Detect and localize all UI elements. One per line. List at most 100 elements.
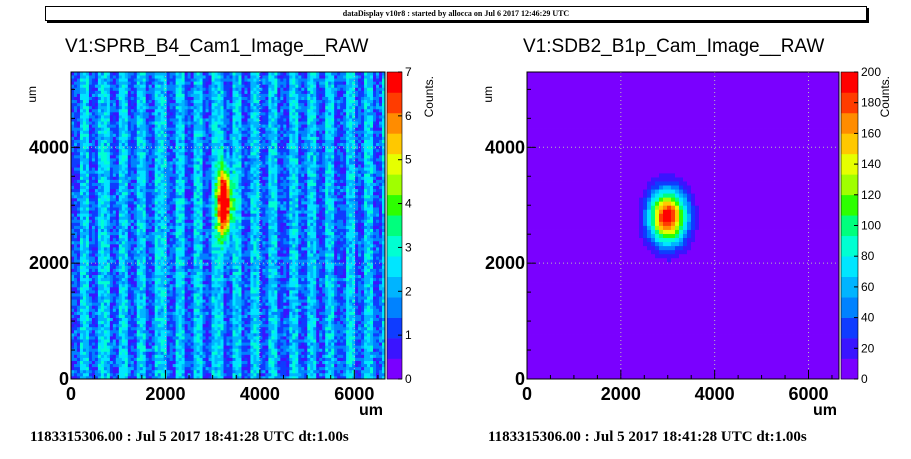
left-heatmap-cell xyxy=(163,121,168,125)
left-heatmap-cell xyxy=(130,231,135,236)
left-heatmap-cell xyxy=(109,90,114,94)
left-heatmap-cell xyxy=(73,216,78,220)
left-heatmap-cell xyxy=(145,194,150,199)
left-heatmap-cell xyxy=(154,375,159,380)
left-heatmap-cell xyxy=(97,133,102,137)
left-heatmap-cell xyxy=(163,332,168,337)
left-heatmap-cell xyxy=(211,246,215,251)
left-heatmap-cell xyxy=(196,314,200,318)
left-heatmap-cell xyxy=(184,225,189,229)
left-heatmap-cell xyxy=(112,164,117,168)
left-heatmap-cell xyxy=(145,259,150,263)
left-heatmap-cell xyxy=(121,348,126,352)
left-heatmap-cell xyxy=(199,256,203,260)
left-heatmap-cell xyxy=(217,157,221,162)
left-heatmap-cell xyxy=(91,225,96,229)
left-heatmap-cell xyxy=(217,274,221,279)
left-heatmap-cell xyxy=(211,222,215,226)
left-heatmap-cell xyxy=(133,314,138,318)
left-heatmap-cell xyxy=(79,314,84,318)
left-heatmap-cell xyxy=(136,369,141,374)
left-heatmap-cell xyxy=(184,283,189,288)
left-heatmap-cell xyxy=(133,204,138,208)
left-heatmap-cell xyxy=(136,99,141,104)
left-heatmap-cell xyxy=(136,280,141,285)
left-heatmap-cell xyxy=(139,204,144,208)
left-heatmap-cell xyxy=(94,182,99,186)
left-heatmap-cell xyxy=(196,311,200,315)
left-heatmap-cell xyxy=(151,357,156,361)
left-heatmap-cell xyxy=(100,280,105,285)
left-heatmap-cell xyxy=(211,225,215,229)
left-heatmap-cell xyxy=(166,342,171,346)
left-heatmap-cell xyxy=(169,259,174,263)
left-heatmap-cell xyxy=(199,96,203,101)
left-heatmap-cell xyxy=(157,369,162,374)
left-heatmap-cell xyxy=(184,256,189,260)
left-heatmap-cell xyxy=(71,161,75,165)
left-heatmap-cell xyxy=(91,167,96,171)
left-heatmap-cell xyxy=(211,219,215,223)
left-heatmap-cell xyxy=(196,204,200,208)
left-heatmap-cell xyxy=(190,167,195,171)
left-heatmap-cell xyxy=(112,222,117,226)
left-heatmap-cell xyxy=(172,354,177,358)
left-heatmap-cell xyxy=(106,105,111,110)
left-heatmap-cell xyxy=(190,280,195,285)
left-heatmap-cell xyxy=(190,348,195,352)
left-heatmap-cell xyxy=(109,234,114,239)
left-heatmap-cell xyxy=(211,72,215,76)
left-heatmap-cell xyxy=(151,93,156,97)
left-heatmap-cell xyxy=(163,250,168,254)
left-heatmap-cell xyxy=(187,139,192,144)
left-heatmap-cell xyxy=(79,179,84,183)
left-heatmap-cell xyxy=(91,253,96,257)
left-heatmap-cell xyxy=(136,161,141,165)
left-heatmap-cell xyxy=(103,204,108,208)
left-heatmap-cell xyxy=(199,210,203,214)
left-heatmap-cell xyxy=(211,90,215,94)
left-heatmap-cell xyxy=(148,108,153,113)
left-heatmap-cell xyxy=(187,363,192,368)
left-heatmap-cell xyxy=(130,250,135,254)
left-heatmap-cell xyxy=(154,243,159,248)
left-heatmap-cell xyxy=(193,280,197,285)
left-heatmap-cell xyxy=(100,256,105,260)
left-heatmap-cell xyxy=(118,360,123,365)
left-heatmap-cell xyxy=(187,360,192,365)
left-heatmap-cell xyxy=(133,339,138,343)
left-heatmap-cell xyxy=(178,289,183,294)
left-heatmap-cell xyxy=(157,81,162,85)
left-heatmap-cell xyxy=(136,142,141,147)
left-heatmap-cell xyxy=(91,102,96,107)
left-heatmap-cell xyxy=(148,72,153,76)
left-heatmap-cell xyxy=(118,216,123,220)
left-heatmap-cell xyxy=(139,302,144,306)
left-heatmap-cell xyxy=(133,213,138,217)
left-heatmap-cell xyxy=(154,87,159,91)
left-heatmap-cell xyxy=(94,78,99,82)
left-heatmap-cell xyxy=(103,332,108,337)
left-heatmap-cell xyxy=(109,105,114,110)
left-heatmap-cell xyxy=(199,357,203,361)
left-heatmap-cell xyxy=(157,136,162,140)
left-heatmap-cell xyxy=(97,326,102,331)
left-heatmap-cell xyxy=(154,136,159,140)
left-heatmap-cell xyxy=(190,136,195,140)
left-heatmap-cell xyxy=(115,256,120,260)
left-heatmap-cell xyxy=(184,262,189,266)
left-heatmap-cell xyxy=(199,326,203,331)
left-heatmap-cell xyxy=(73,194,78,199)
left-heatmap-cell xyxy=(118,323,123,328)
left-heatmap-cell xyxy=(79,256,84,260)
left-heatmap-cell xyxy=(196,216,200,220)
left-heatmap-cell xyxy=(142,182,147,186)
left-heatmap-cell xyxy=(124,127,129,131)
left-heatmap-cell xyxy=(202,173,206,177)
left-heatmap-cell xyxy=(109,78,114,82)
left-heatmap-cell xyxy=(73,179,78,183)
left-heatmap-cell xyxy=(157,176,162,180)
left-heatmap-cell xyxy=(175,259,180,263)
left-heatmap-cell xyxy=(76,151,81,156)
left-heatmap-cell xyxy=(112,197,117,202)
